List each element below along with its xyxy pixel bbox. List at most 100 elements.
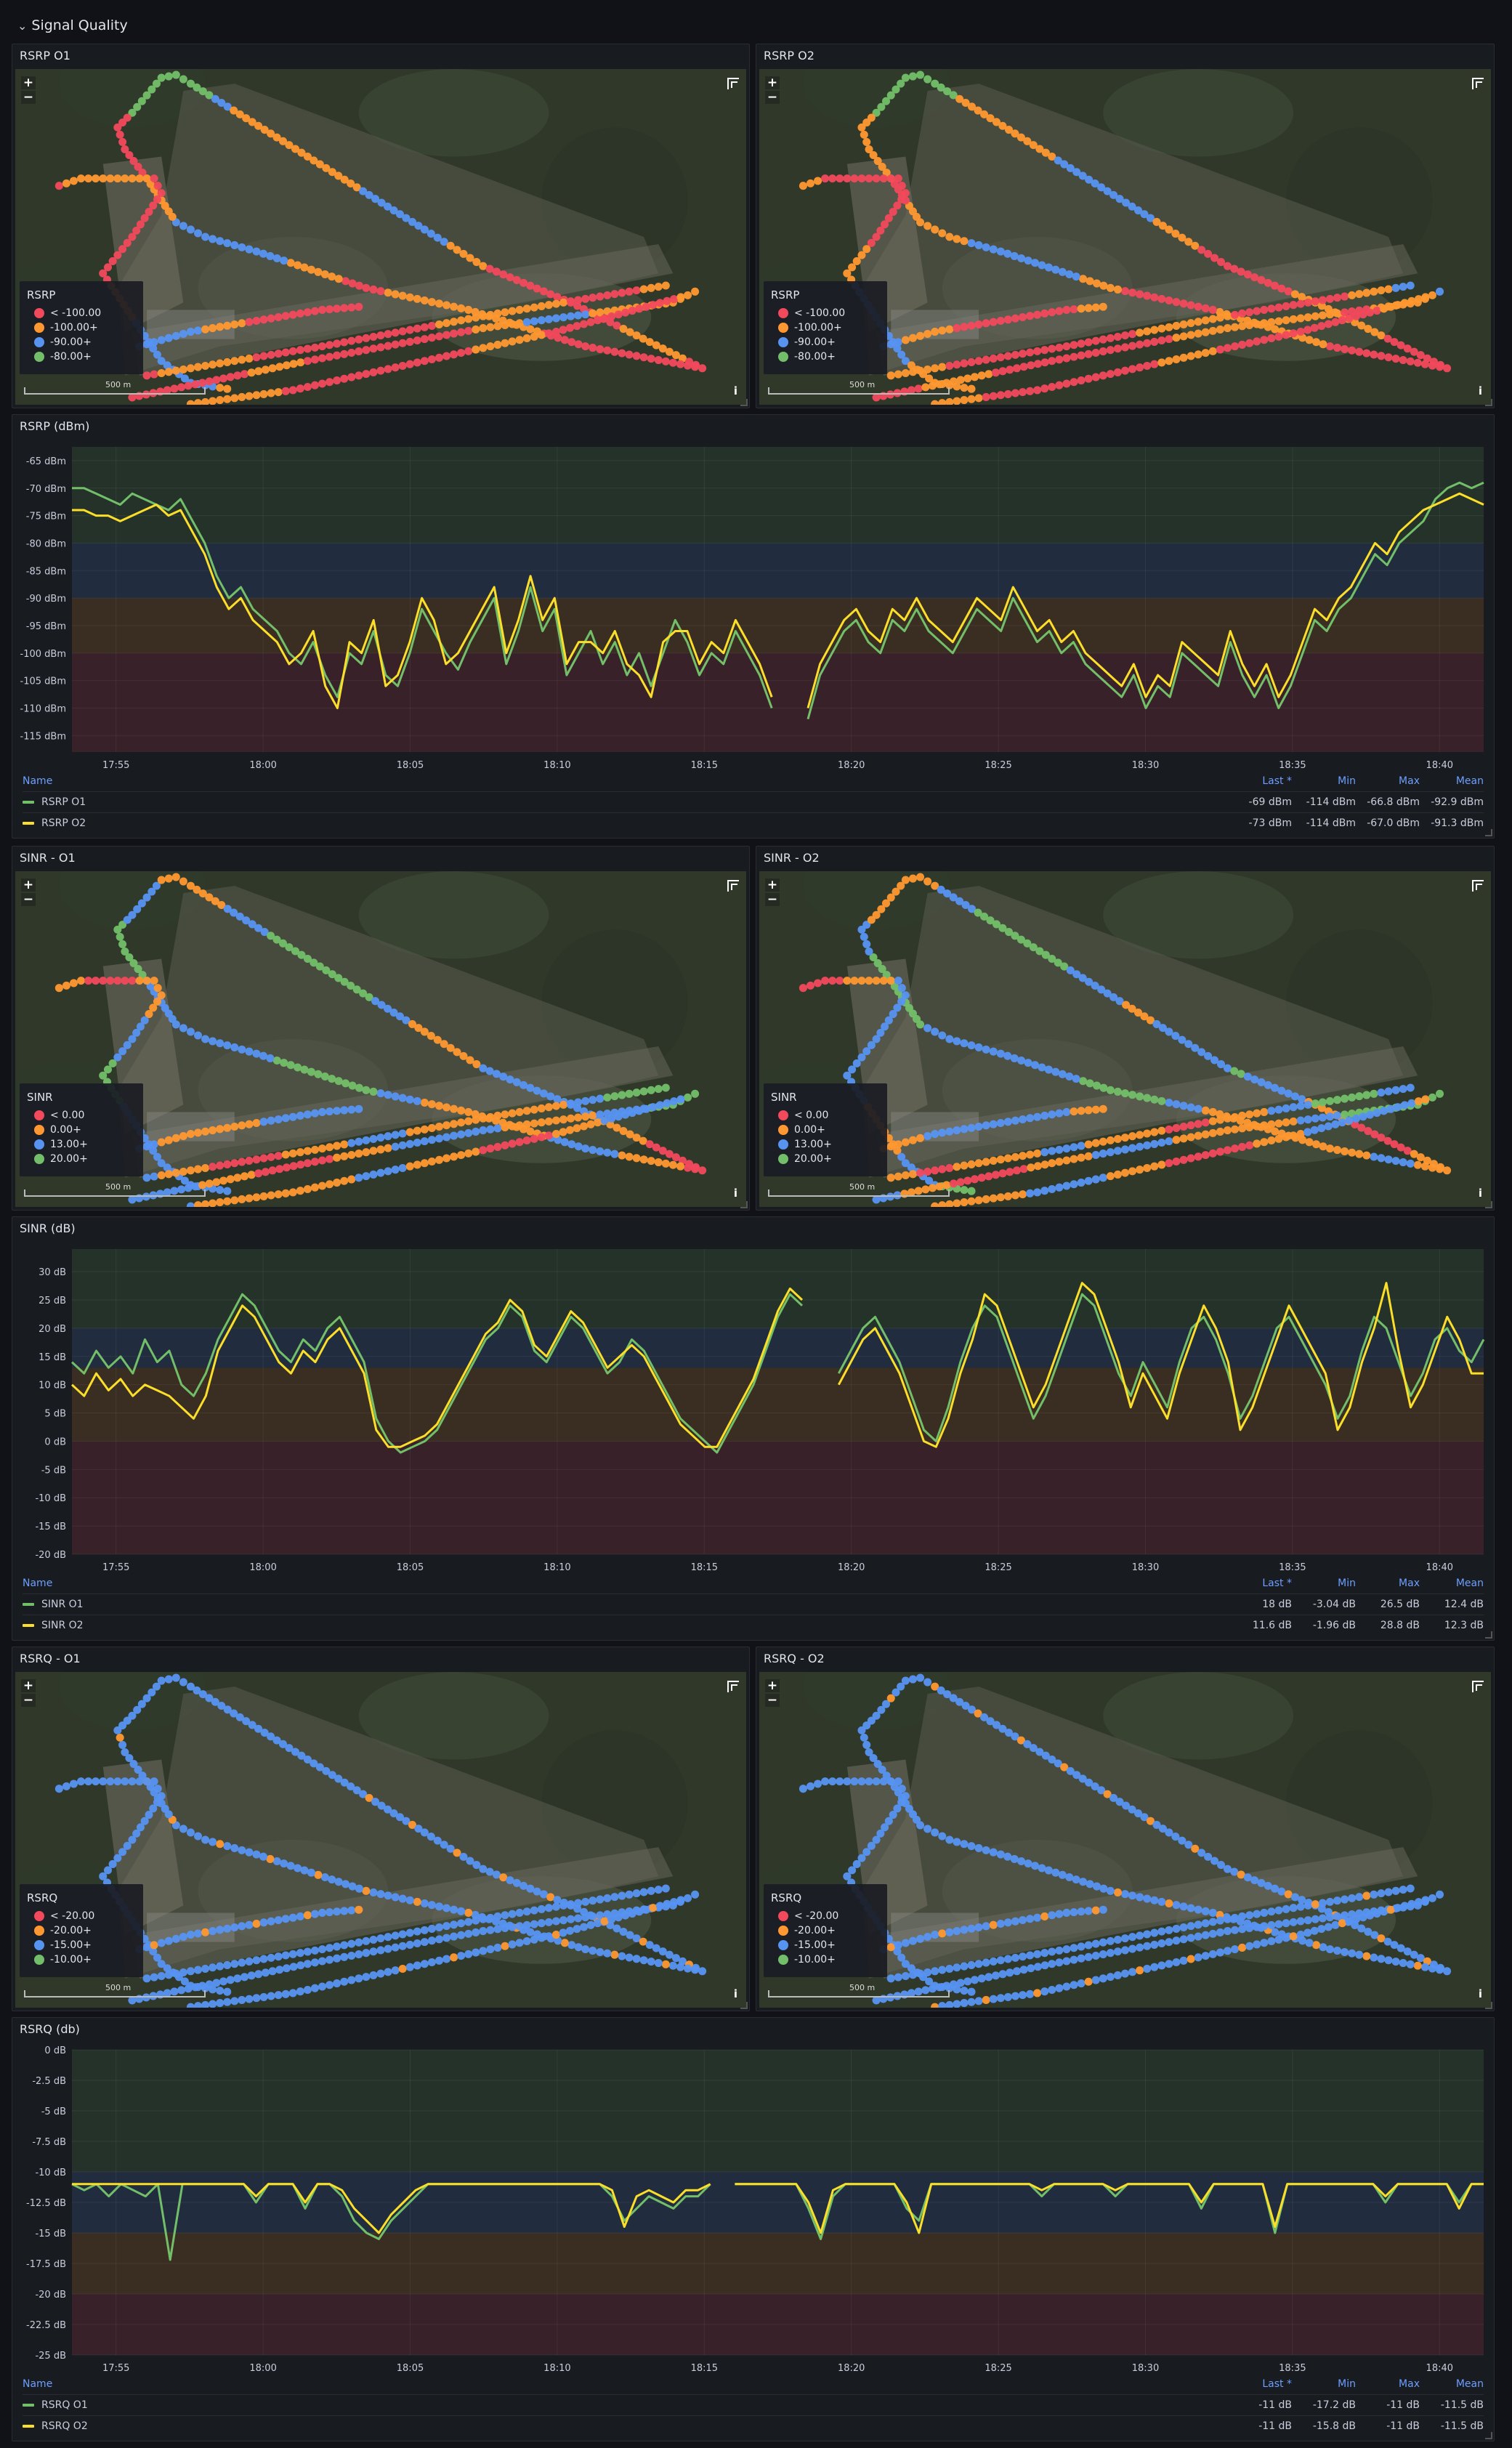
map-data-point[interactable] [647, 1958, 655, 1966]
map-data-point[interactable] [340, 1907, 349, 1915]
map-data-point[interactable] [1010, 1854, 1019, 1863]
map-data-point[interactable] [1150, 293, 1159, 302]
map-data-point[interactable] [427, 1958, 436, 1967]
map-data-point[interactable] [457, 304, 466, 312]
map-data-point[interactable] [1055, 355, 1064, 364]
map-data-point[interactable] [479, 324, 488, 333]
map-data-point[interactable] [1296, 299, 1305, 308]
map-data-point[interactable] [384, 330, 392, 339]
map-data-point[interactable] [1128, 1167, 1137, 1176]
map-data-point[interactable] [1384, 1888, 1393, 1896]
map-data-point[interactable] [492, 1070, 501, 1078]
series-line[interactable] [70, 1282, 1484, 1448]
map-data-point[interactable] [1106, 346, 1115, 355]
map-data-point[interactable] [1165, 225, 1173, 234]
map-data-point[interactable] [1230, 264, 1239, 273]
map-data-point[interactable] [862, 1848, 871, 1857]
map-data-point[interactable] [457, 1106, 466, 1115]
map-data-point[interactable] [128, 910, 137, 919]
map-data-point[interactable] [1157, 1961, 1166, 1970]
map-data-point[interactable] [949, 1980, 958, 1989]
map-data-point[interactable] [1289, 1918, 1298, 1926]
map-data-point[interactable] [1171, 1833, 1180, 1841]
map-data-point[interactable] [980, 110, 989, 118]
map-data-point[interactable] [977, 371, 986, 380]
map-data-point[interactable] [1216, 1060, 1226, 1069]
map-data-point[interactable] [1106, 1886, 1115, 1895]
map-data-point[interactable] [376, 1934, 385, 1943]
map-data-point[interactable] [485, 1067, 494, 1075]
map-data-point[interactable] [164, 368, 173, 376]
map-data-point[interactable] [1077, 339, 1086, 348]
map-data-point[interactable] [676, 1095, 685, 1104]
map-data-point[interactable] [967, 1187, 976, 1195]
map-data-point[interactable] [1216, 1147, 1224, 1156]
map-data-point[interactable] [974, 394, 983, 403]
map-data-point[interactable] [157, 189, 166, 198]
map-data-point[interactable] [1407, 296, 1416, 305]
map-data-point[interactable] [261, 1968, 270, 1977]
map-data-point[interactable] [1386, 302, 1395, 311]
map-data-point[interactable] [1208, 1929, 1217, 1938]
map-data-point[interactable] [960, 237, 969, 246]
map-data-point[interactable] [328, 168, 336, 177]
map-data-point[interactable] [1113, 285, 1122, 294]
map-data-point[interactable] [296, 1148, 304, 1157]
map-data-point[interactable] [142, 371, 151, 380]
map-data-point[interactable] [1357, 1924, 1366, 1933]
map-data-point[interactable] [938, 363, 947, 371]
map-data-point[interactable] [209, 1199, 217, 1207]
map-data-point[interactable] [1011, 389, 1019, 397]
map-data-point[interactable] [857, 1854, 866, 1862]
map-data-point[interactable] [1289, 315, 1298, 323]
map-data-point[interactable] [1416, 351, 1425, 360]
info-icon[interactable]: i [1478, 1987, 1482, 2000]
map-data-point[interactable] [1179, 1134, 1188, 1143]
map-data-point[interactable] [118, 137, 127, 146]
map-data-point[interactable] [252, 247, 261, 256]
map-data-point[interactable] [326, 1143, 334, 1152]
map-data-point[interactable] [931, 1202, 939, 1207]
map-data-point[interactable] [405, 326, 414, 334]
map-data-point[interactable] [1054, 156, 1062, 165]
map-data-point[interactable] [865, 174, 873, 183]
map-data-point[interactable] [625, 287, 634, 296]
map-data-point[interactable] [362, 1136, 371, 1144]
map-data-point[interactable] [901, 368, 910, 378]
map-data-point[interactable] [537, 331, 546, 339]
map-data-point[interactable] [1172, 1100, 1181, 1109]
map-data-point[interactable] [867, 1716, 876, 1725]
map-data-point[interactable] [1065, 1072, 1074, 1081]
map-data-point[interactable] [450, 1932, 458, 1941]
map-data-point[interactable] [150, 1140, 158, 1149]
map-data-point[interactable] [333, 1942, 341, 1951]
map-data-point[interactable] [1128, 288, 1137, 297]
map-data-point[interactable] [931, 225, 939, 234]
map-data-point[interactable] [365, 190, 373, 199]
map-data-point[interactable] [1072, 1771, 1081, 1780]
map-data-point[interactable] [989, 392, 998, 400]
map-data-point[interactable] [1216, 1948, 1224, 1957]
map-data-point[interactable] [235, 110, 244, 118]
map-data-point[interactable] [54, 1785, 63, 1793]
map-data-point[interactable] [603, 1148, 612, 1157]
map-data-point[interactable] [1201, 1151, 1210, 1160]
map-data-point[interactable] [632, 1889, 641, 1898]
map-data-point[interactable] [1018, 1991, 1027, 2000]
map-data-point[interactable] [1400, 299, 1409, 307]
map-data-point[interactable] [362, 1172, 371, 1181]
map-data-point[interactable] [333, 1142, 341, 1150]
map-data-point[interactable] [1331, 1120, 1340, 1128]
map-data-point[interactable] [1018, 1952, 1027, 1961]
map-data-point[interactable] [991, 1171, 1000, 1179]
chart-area[interactable]: 30 dB 25 dB 20 dB 15 dB 10 dB 5 dB 0 dB -5 dB -1… [15, 1242, 1491, 1591]
map-data-point[interactable] [1325, 342, 1334, 351]
map-data-point[interactable] [193, 363, 203, 371]
map-data-point[interactable] [877, 905, 886, 913]
map-data-point[interactable] [106, 1777, 115, 1786]
map-data-point[interactable] [683, 291, 692, 299]
map-data-point[interactable] [998, 924, 1007, 932]
map-data-point[interactable] [1443, 1166, 1452, 1175]
map-data-point[interactable] [486, 1926, 495, 1934]
map-data-point[interactable] [1171, 1032, 1180, 1041]
